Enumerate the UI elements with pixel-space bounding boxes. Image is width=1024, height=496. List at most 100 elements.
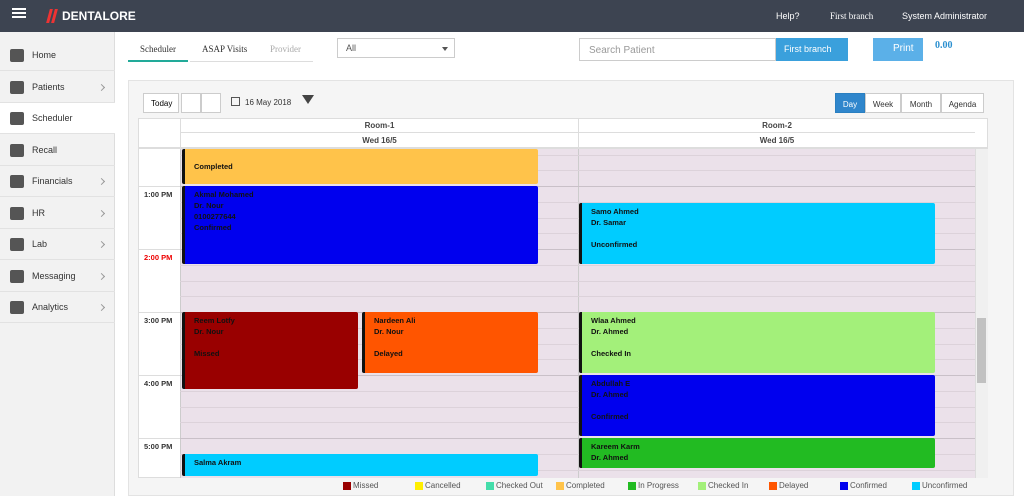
appointment-doctor: Dr. Ahmed (591, 453, 629, 462)
slot-line (180, 264, 975, 266)
slot-line (180, 280, 975, 282)
slot-line (180, 296, 975, 298)
appointment[interactable]: Abdullah E Dr. Ahmed Confirmed (579, 375, 935, 436)
branch-button[interactable]: First branch (776, 38, 848, 61)
chevron (97, 83, 106, 91)
today-button[interactable]: Today (143, 93, 179, 113)
sidebar-icon (10, 301, 24, 314)
legend-label: Delayed (779, 481, 809, 490)
legend-label: In Progress (638, 481, 679, 490)
user[interactable]: System Administrator (902, 11, 988, 21)
sidebar-item[interactable]: Lab (0, 229, 115, 260)
appointment-patient: Kareem Karm (591, 442, 640, 451)
appointment-status: Checked In (591, 349, 632, 358)
sidebar-icon (10, 238, 24, 251)
time-label: 4:00 PM (144, 379, 173, 388)
chevron (97, 303, 106, 312)
room-date: Wed 16/5 (578, 133, 975, 148)
sidebar-icon (10, 49, 24, 62)
view-button[interactable]: Agenda (941, 93, 984, 113)
slot-line (180, 327, 975, 329)
time-line (138, 375, 180, 376)
slot-line (180, 186, 975, 187)
sidebar-icon (10, 112, 24, 125)
legend-swatch (556, 482, 564, 490)
next-button[interactable] (201, 93, 221, 113)
appointment[interactable]: Reem Lotfy Dr. Nour Missed (182, 312, 358, 389)
sidebar-label: Analytics (32, 302, 69, 312)
legend-swatch (415, 482, 423, 490)
appointment[interactable]: Akmal Mohamed Dr. Nour 0100277644 Confirmed (182, 186, 538, 264)
sidebar-item[interactable]: Home (0, 40, 115, 71)
appointment-doctor: Dr. Ahmed (591, 327, 629, 336)
branch[interactable]: First branch (830, 11, 874, 21)
sidebar-item[interactable]: Messaging (0, 261, 115, 292)
slot-line (180, 375, 975, 376)
slot-line (180, 406, 975, 408)
appointment[interactable]: Salma Akram (182, 454, 538, 476)
print-button[interactable]: Print (873, 38, 923, 61)
slot-line (180, 453, 975, 455)
sidebar-item[interactable]: Patients (0, 72, 115, 103)
search-input[interactable]: Search Patient (579, 38, 776, 61)
sidebar-item[interactable]: Financials (0, 166, 115, 197)
legend-swatch (343, 482, 351, 490)
sidebar-item[interactable]: HR (0, 198, 115, 229)
appointment-status: Missed (194, 349, 220, 358)
prev-button[interactable] (181, 93, 201, 113)
tab[interactable]: Scheduler (128, 38, 188, 62)
appointment[interactable]: Kareem Karm Dr. Ahmed (579, 438, 935, 468)
sidebar-item[interactable]: Analytics (0, 292, 115, 323)
select-arrow (442, 47, 448, 51)
appointment-doctor: Dr. Nour (374, 327, 404, 336)
grid-header (138, 118, 988, 148)
appointment-patient: Akmal Mohamed (194, 190, 254, 199)
appointment-doctor: Dr. Nour (194, 327, 224, 336)
help[interactable]: Help? (776, 11, 800, 21)
filter-icon[interactable] (302, 95, 314, 104)
slot-line (180, 390, 975, 392)
search-placeholder: Search Patient (589, 45, 655, 56)
sidebar-icon (10, 80, 24, 94)
legend-swatch (486, 482, 494, 490)
menu-icon[interactable] (12, 12, 26, 14)
slot-line (180, 422, 975, 424)
view-button[interactable]: Week (865, 93, 901, 113)
sidebar-item[interactable]: Recall (0, 135, 115, 166)
view-button[interactable]: Day (835, 93, 865, 113)
sidebar-label: Scheduler (32, 113, 73, 123)
slot-line (180, 359, 975, 361)
sidebar-icon (10, 175, 24, 188)
sidebar-item[interactable]: Scheduler (0, 103, 115, 134)
slot-line (180, 343, 975, 345)
tab[interactable]: Provider (258, 38, 313, 62)
time-line (138, 186, 180, 187)
view-button[interactable]: Month (901, 93, 941, 113)
sidebar-label: Lab (32, 239, 48, 249)
slot-line (180, 217, 975, 219)
appointment-status: Confirmed (194, 223, 232, 232)
appointment[interactable]: Nardeen Ali Dr. Nour Delayed (362, 312, 538, 373)
filter-value: All (346, 43, 357, 53)
slot-line (180, 154, 975, 156)
slot-line (180, 249, 975, 250)
tab[interactable]: ASAP Visits (190, 38, 260, 62)
time-label: 5:00 PM (144, 442, 173, 451)
scroll-thumb (977, 318, 986, 383)
appointment[interactable]: Completed (182, 149, 538, 184)
appointment-status: Confirmed (591, 412, 629, 421)
filter-select[interactable]: All (337, 38, 455, 58)
sidebar-icon (10, 206, 24, 220)
chevron (97, 177, 106, 186)
appointment-status: Delayed (374, 349, 403, 358)
sidebar-label: Messaging (32, 270, 76, 281)
appointment-phone: 0100277644 (194, 212, 236, 221)
room-name: Room-1 (180, 118, 578, 133)
legend-swatch (628, 482, 636, 490)
legend-label: Checked In (708, 481, 749, 490)
appointment[interactable]: Wlaa Ahmed Dr. Ahmed Checked In (579, 312, 935, 373)
sidebar-icon (10, 143, 24, 157)
appointment-patient: Salma Akram (194, 458, 242, 467)
current-date: 16 May 2018 (245, 98, 292, 107)
appointment[interactable]: Samo Ahmed Dr. Samar Unconfirmed (579, 203, 935, 264)
